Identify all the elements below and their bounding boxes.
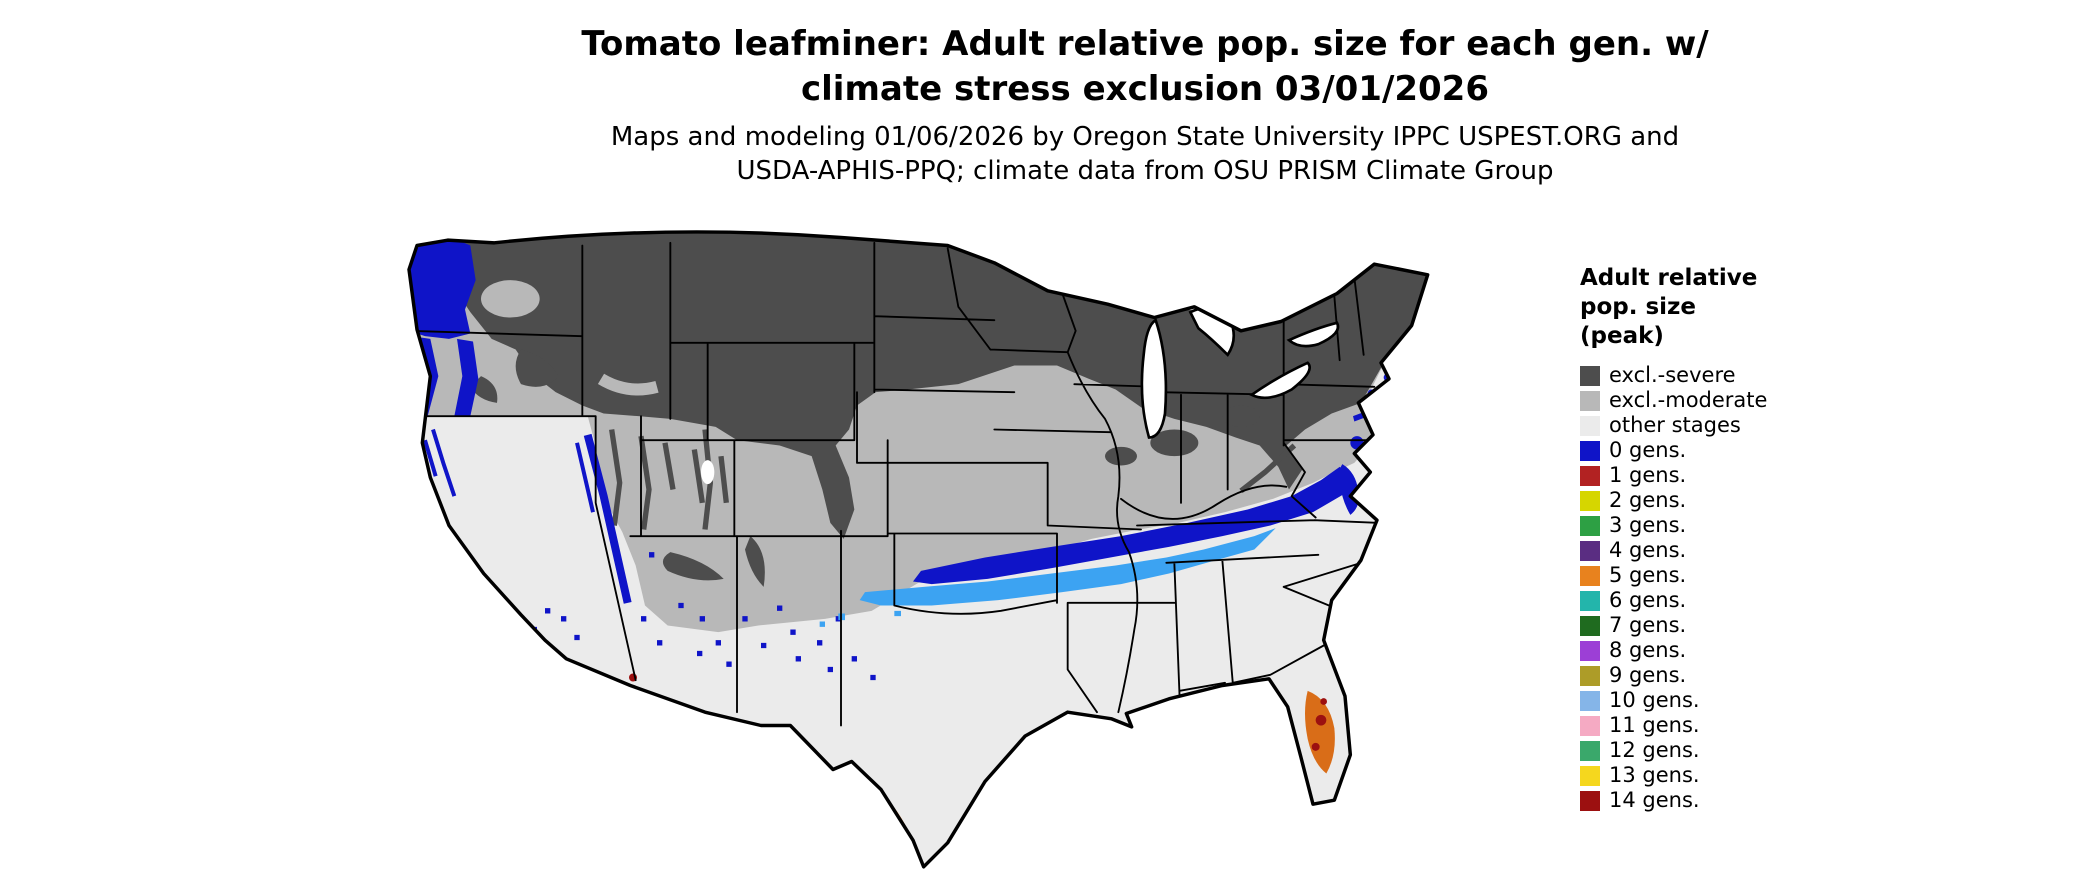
legend-entry: other stages <box>1580 413 1900 438</box>
legend-swatch <box>1580 440 1600 461</box>
legend-label: 11 gens. <box>1609 713 1700 737</box>
legend-entry: 8 gens. <box>1580 638 1900 663</box>
legend-swatch <box>1580 540 1600 561</box>
legend-swatch <box>1580 465 1600 486</box>
lake-erie <box>1249 361 1311 400</box>
map-title: Tomato leafminer: Adult relative pop. si… <box>420 22 1870 112</box>
state-borders <box>409 241 1378 727</box>
band-10-gens <box>819 528 1276 627</box>
severe-basin-ridges <box>609 429 1297 530</box>
legend-entry: 1 gens. <box>1580 463 1900 488</box>
legend-label: 1 gens. <box>1609 463 1687 487</box>
legend-label: 13 gens. <box>1609 763 1700 787</box>
legend-label: 4 gens. <box>1609 538 1687 562</box>
hotspot-florida-core-3 <box>1320 698 1327 705</box>
legend-label: excl.-moderate <box>1609 388 1768 412</box>
region-excl-severe <box>409 231 1428 539</box>
legend-title-line3: (peak) <box>1580 323 1664 349</box>
legend-label: excl.-severe <box>1609 363 1736 387</box>
legend-label: 5 gens. <box>1609 563 1687 587</box>
legend-swatch <box>1580 765 1600 786</box>
blue-coast-range-streaks <box>423 428 595 513</box>
legend-label: 3 gens. <box>1609 513 1687 537</box>
legend-entry: excl.-severe <box>1580 363 1900 388</box>
legend-entry: excl.-moderate <box>1580 388 1900 413</box>
legend-entry: 0 gens. <box>1580 438 1900 463</box>
legend-swatch <box>1580 690 1600 711</box>
legend-swatch <box>1580 415 1600 436</box>
moderate-snake-river-plain <box>597 373 659 396</box>
legend-label: 7 gens. <box>1609 613 1687 637</box>
legend-swatch <box>1580 565 1600 586</box>
legend-entry: 5 gens. <box>1580 563 1900 588</box>
map-subtitle: Maps and modeling 01/06/2026 by Oregon S… <box>420 120 1870 188</box>
legend-entry: 3 gens. <box>1580 513 1900 538</box>
legend-label: 12 gens. <box>1609 738 1700 762</box>
legend-entry: 13 gens. <box>1580 763 1900 788</box>
severe-midwest-patch-1 <box>1150 429 1199 457</box>
legend-label: other stages <box>1609 413 1741 437</box>
legend-entry: 9 gens. <box>1580 663 1900 688</box>
legend-swatch <box>1580 615 1600 636</box>
legend-entry: 6 gens. <box>1580 588 1900 613</box>
legend-entry: 11 gens. <box>1580 713 1900 738</box>
legend-swatch <box>1580 665 1600 686</box>
us-border-outline <box>407 230 1430 869</box>
hotspot-florida <box>1305 690 1335 774</box>
legend-label: 10 gens. <box>1609 688 1700 712</box>
legend-label: 9 gens. <box>1609 663 1687 687</box>
map-title-line1: Tomato leafminer: Adult relative pop. si… <box>581 24 1709 64</box>
hotspot-florida-core-2 <box>1311 742 1320 751</box>
legend-swatch <box>1580 790 1600 811</box>
map-subtitle-line1: Maps and modeling 01/06/2026 by Oregon S… <box>610 122 1680 152</box>
severe-midwest-patch-3 <box>1105 446 1137 466</box>
legend-entry: 4 gens. <box>1580 538 1900 563</box>
legend-entries: excl.-severe excl.-moderate other stages 0 … <box>1580 363 1900 813</box>
legend-title: Adult relative pop. size (peak) <box>1580 264 1900 351</box>
legend-swatch <box>1580 715 1600 736</box>
map-subtitle-line2: USDA-APHIS-PPQ; climate data from OSU PR… <box>736 156 1554 186</box>
legend-entry: 14 gens. <box>1580 788 1900 813</box>
severe-midwest-patch-2 <box>1222 405 1260 427</box>
blue-sierra-streak <box>583 433 632 604</box>
legend-swatch <box>1580 740 1600 761</box>
us-map <box>407 230 1430 869</box>
legend-label: 6 gens. <box>1609 588 1687 612</box>
hotspot-florida-core-1 <box>1315 714 1327 726</box>
lake-ontario <box>1286 321 1340 348</box>
legend-label: 14 gens. <box>1609 788 1700 812</box>
legend-swatch <box>1580 515 1600 536</box>
legend-entry: 7 gens. <box>1580 613 1900 638</box>
legend-title-line2: pop. size <box>1580 294 1697 320</box>
legend-entry: 2 gens. <box>1580 488 1900 513</box>
lake-michigan <box>1140 318 1168 439</box>
legend-label: 8 gens. <box>1609 638 1687 662</box>
legend-label: 2 gens. <box>1609 488 1687 512</box>
legend-swatch <box>1580 590 1600 611</box>
legend-swatch <box>1580 390 1600 411</box>
map-title-line2: climate stress exclusion 03/01/2026 <box>800 69 1489 109</box>
legend-swatch <box>1580 365 1600 386</box>
moderate-columbia-basin <box>481 280 540 318</box>
legend-entry: 10 gens. <box>1580 688 1900 713</box>
great-salt-lake <box>701 460 715 485</box>
legend-swatch <box>1580 490 1600 511</box>
legend-swatch <box>1580 640 1600 661</box>
legend: Adult relative pop. size (peak) excl.-se… <box>1580 264 1900 813</box>
legend-entry: 12 gens. <box>1580 738 1900 763</box>
us-map-container <box>321 216 1521 883</box>
legend-label: 0 gens. <box>1609 438 1687 462</box>
legend-title-line1: Adult relative <box>1580 265 1758 291</box>
